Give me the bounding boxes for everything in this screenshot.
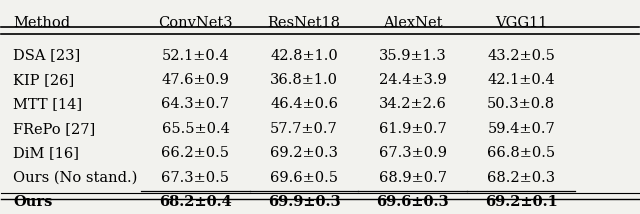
Text: 69.6±0.3: 69.6±0.3 [376,195,449,209]
Text: 69.6±0.5: 69.6±0.5 [270,171,338,185]
Text: 47.6±0.9: 47.6±0.9 [161,73,229,87]
Text: 24.4±3.9: 24.4±3.9 [379,73,447,87]
Text: 68.2±0.4: 68.2±0.4 [159,195,232,209]
Text: Method: Method [13,16,70,30]
Text: 57.7±0.7: 57.7±0.7 [270,122,338,136]
Text: 36.8±1.0: 36.8±1.0 [270,73,338,87]
Text: KIP [26]: KIP [26] [13,73,75,87]
Text: 61.9±0.7: 61.9±0.7 [379,122,447,136]
Text: Ours: Ours [13,195,53,209]
Text: 64.3±0.7: 64.3±0.7 [161,97,230,111]
Text: VGG11: VGG11 [495,16,547,30]
Text: 42.1±0.4: 42.1±0.4 [487,73,555,87]
Text: 35.9±1.3: 35.9±1.3 [379,49,447,62]
Text: ResNet18: ResNet18 [268,16,340,30]
Text: 69.9±0.3: 69.9±0.3 [268,195,340,209]
Text: 69.2±0.1: 69.2±0.1 [484,195,557,209]
Text: MTT [14]: MTT [14] [13,97,83,111]
Text: 67.3±0.9: 67.3±0.9 [379,146,447,160]
Text: 52.1±0.4: 52.1±0.4 [162,49,229,62]
Text: 66.8±0.5: 66.8±0.5 [487,146,556,160]
Text: 67.3±0.5: 67.3±0.5 [161,171,230,185]
Text: FRePo [27]: FRePo [27] [13,122,96,136]
Text: 65.5±0.4: 65.5±0.4 [161,122,229,136]
Text: 66.2±0.5: 66.2±0.5 [161,146,230,160]
Text: 68.2±0.3: 68.2±0.3 [487,171,556,185]
Text: 50.3±0.8: 50.3±0.8 [487,97,556,111]
Text: 34.2±2.6: 34.2±2.6 [379,97,447,111]
Text: 59.4±0.7: 59.4±0.7 [487,122,555,136]
Text: 69.2±0.3: 69.2±0.3 [270,146,338,160]
Text: 46.4±0.6: 46.4±0.6 [270,97,338,111]
Text: DiM [16]: DiM [16] [13,146,79,160]
Text: ConvNet3: ConvNet3 [158,16,233,30]
Text: DSA [23]: DSA [23] [13,49,81,62]
Text: 68.9±0.7: 68.9±0.7 [379,171,447,185]
Text: Ours (No stand.): Ours (No stand.) [13,171,138,185]
Text: 42.8±1.0: 42.8±1.0 [270,49,338,62]
Text: AlexNet: AlexNet [383,16,442,30]
Text: 43.2±0.5: 43.2±0.5 [487,49,555,62]
